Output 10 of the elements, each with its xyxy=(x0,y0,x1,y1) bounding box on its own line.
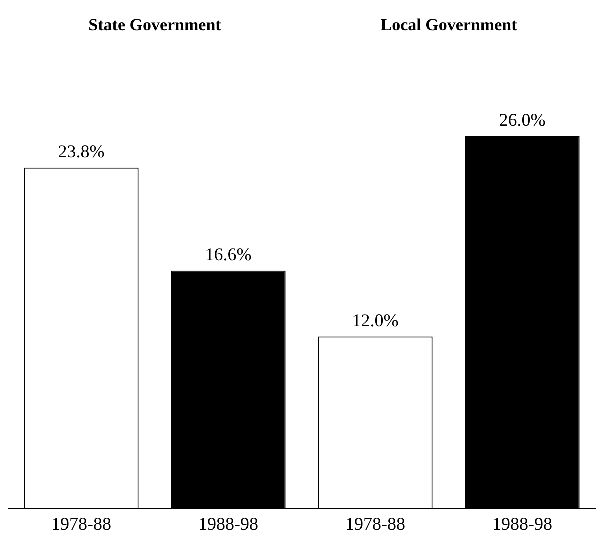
chart-title: Local Government xyxy=(380,16,518,35)
x-tick-label: 1988-98 xyxy=(198,514,258,534)
x-tick-label: 1978-88 xyxy=(346,514,406,534)
data-label: 16.6% xyxy=(205,244,252,265)
data-label: 23.8% xyxy=(58,142,105,162)
data-label: 26.0% xyxy=(499,110,546,130)
x-tick-label: 1988-98 xyxy=(492,514,552,534)
x-tick-label: 1978-88 xyxy=(52,514,112,534)
data-label: 12.0% xyxy=(352,310,399,330)
chart-title: State Government xyxy=(88,16,222,35)
